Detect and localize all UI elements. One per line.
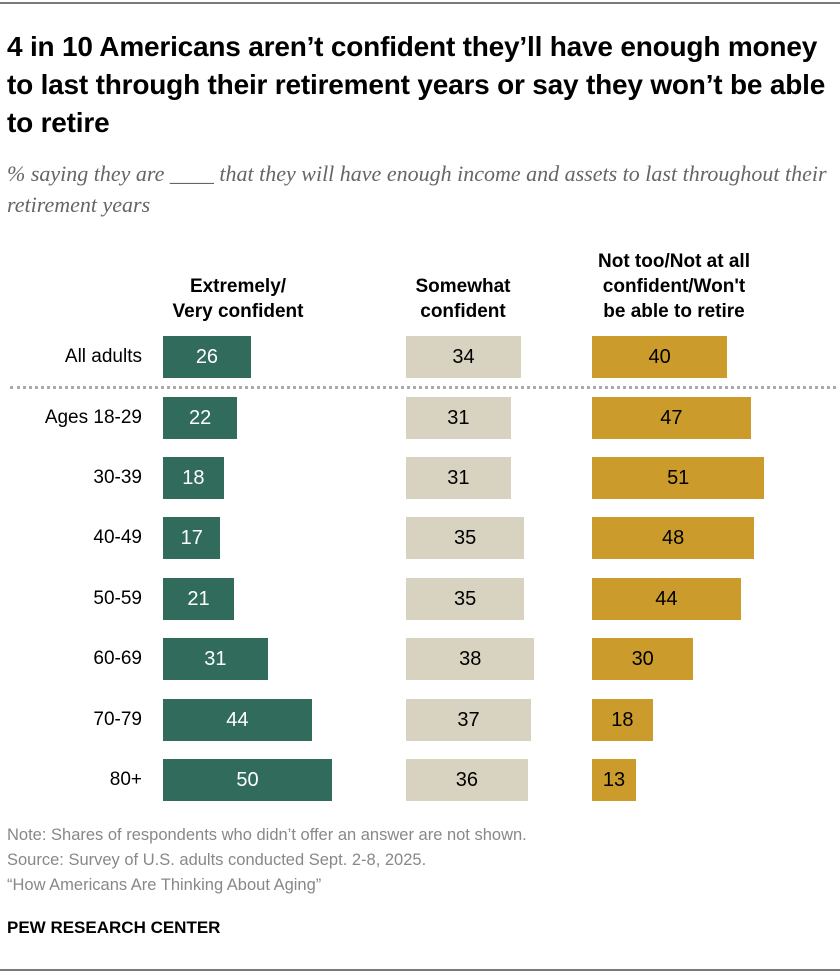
row-label: 80+ bbox=[109, 769, 142, 790]
data-label: 18 bbox=[182, 466, 205, 489]
data-label: 44 bbox=[655, 587, 678, 610]
note-text: Note: Shares of respondents who didn’t o… bbox=[7, 826, 527, 844]
data-label: 34 bbox=[452, 345, 475, 368]
data-label: 35 bbox=[454, 526, 477, 549]
bar: 31 bbox=[163, 638, 268, 680]
column-header-line: Very confident bbox=[172, 301, 304, 322]
bar: 30 bbox=[592, 638, 694, 680]
data-label: 31 bbox=[447, 466, 470, 489]
column-header-line: confident bbox=[420, 301, 506, 322]
row-label: 40-49 bbox=[93, 527, 142, 548]
bar: 35 bbox=[406, 578, 525, 620]
bar: 47 bbox=[592, 397, 751, 439]
top-rule bbox=[0, 2, 840, 4]
data-label: 44 bbox=[226, 708, 249, 731]
column-header-line: confident/Won't bbox=[602, 276, 746, 297]
bar: 40 bbox=[592, 336, 728, 378]
data-label: 26 bbox=[195, 345, 219, 368]
bar: 48 bbox=[592, 517, 755, 559]
bar: 44 bbox=[592, 578, 741, 620]
data-label: 47 bbox=[660, 406, 683, 429]
column-header: Extremely/Very confident bbox=[128, 274, 348, 324]
bar: 18 bbox=[163, 457, 224, 499]
data-label: 31 bbox=[447, 406, 470, 429]
data-label: 36 bbox=[455, 768, 478, 791]
bar: 37 bbox=[406, 699, 532, 741]
bar: 31 bbox=[406, 397, 511, 439]
row-label: 60-69 bbox=[93, 648, 142, 669]
pew-logo: PEW RESEARCH CENTER bbox=[7, 918, 221, 937]
report-title: “How Americans Are Thinking About Aging” bbox=[7, 876, 322, 894]
bar: 31 bbox=[406, 457, 511, 499]
bar: 35 bbox=[406, 517, 525, 559]
bar: 44 bbox=[163, 699, 312, 741]
bar: 38 bbox=[406, 638, 535, 680]
row-label: All adults bbox=[64, 346, 142, 367]
bar: 13 bbox=[592, 759, 636, 801]
data-label: 40 bbox=[648, 345, 671, 368]
data-label: 37 bbox=[457, 708, 480, 731]
column-header-line: Extremely/ bbox=[189, 276, 287, 297]
data-label: 50 bbox=[236, 768, 259, 791]
column-header: Not too/Not at all confident/Won't be able… bbox=[564, 249, 784, 324]
data-label: 30 bbox=[631, 647, 654, 670]
bar: 51 bbox=[592, 457, 765, 499]
row-label: Ages 18-29 bbox=[44, 407, 142, 428]
bar: 17 bbox=[163, 517, 221, 559]
data-label: 38 bbox=[459, 647, 482, 670]
data-label: 21 bbox=[187, 587, 210, 610]
column-header-line: Somewhat bbox=[415, 276, 511, 297]
data-label: 31 bbox=[204, 647, 227, 670]
data-label: 18 bbox=[611, 708, 634, 731]
bar: 50 bbox=[163, 759, 332, 801]
bar: 21 bbox=[163, 578, 234, 620]
row-label: 30-39 bbox=[93, 467, 142, 488]
source-text: Source: Survey of U.S. adults conducted … bbox=[7, 851, 427, 869]
data-label: 51 bbox=[667, 466, 690, 489]
dotted-divider bbox=[10, 386, 836, 389]
row-label: 50-59 bbox=[93, 588, 142, 609]
bar: 36 bbox=[406, 759, 528, 801]
bar: 18 bbox=[592, 699, 653, 741]
data-label: 48 bbox=[661, 526, 685, 549]
chart-title: 4 in 10 Americans aren’t confident they’… bbox=[7, 31, 826, 138]
bar: 26 bbox=[163, 336, 251, 378]
column-header: Somewhat confident bbox=[353, 274, 573, 324]
data-label: 13 bbox=[602, 768, 626, 791]
bar: 22 bbox=[163, 397, 238, 439]
data-label: 22 bbox=[189, 406, 212, 429]
data-label: 35 bbox=[454, 587, 477, 610]
data-label: 17 bbox=[180, 526, 203, 549]
column-header-line: be able to retire bbox=[603, 301, 745, 322]
bar: 34 bbox=[406, 336, 521, 378]
column-header-line: Not too/Not at all bbox=[598, 251, 750, 272]
chart-subtitle: % saying they are ____ that they will ha… bbox=[7, 161, 827, 217]
bottom-rule bbox=[0, 969, 840, 971]
row-label: 70-79 bbox=[93, 709, 142, 730]
